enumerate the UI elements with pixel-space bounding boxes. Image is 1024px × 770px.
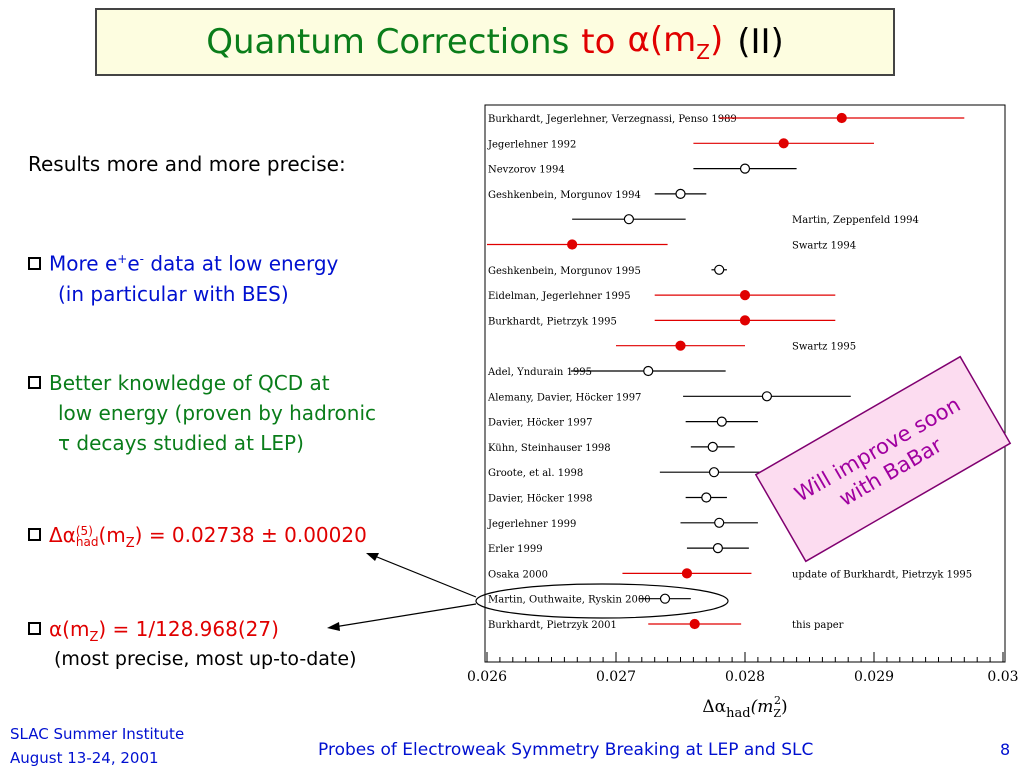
data-row: Davier, Höcker 1998 <box>488 492 727 505</box>
row-right-label: this paper <box>792 620 844 631</box>
title-part1: Quantum Corrections <box>206 22 570 62</box>
data-point <box>675 188 686 199</box>
footer-left: SLAC Summer Institute August 13-24, 2001 <box>10 725 185 767</box>
data-point <box>712 542 724 554</box>
row-label: Davier, Höcker 1997 <box>488 418 593 429</box>
row-right-label: Martin, Zeppenfeld 1994 <box>792 215 919 226</box>
page-number: 8 <box>1000 740 1011 759</box>
bullet-alpha-result: α(mZ) = 1/128.968(27) <box>28 614 279 653</box>
data-row: Burkhardt, Pietrzyk 1995 <box>488 315 836 327</box>
data-point <box>716 416 727 427</box>
data-point <box>701 492 712 503</box>
data-row: Martin, Zeppenfeld 1994 <box>572 214 919 226</box>
row-label: Osaka 2000 <box>488 569 548 580</box>
data-row: Swartz 1995 <box>616 340 856 353</box>
data-row: Eidelman, Jegerlehner 1995 <box>488 290 836 302</box>
bullet-data-low-energy: More e+e- data at low energy (in particu… <box>28 244 338 309</box>
checkbox-bullet-icon <box>28 256 41 270</box>
data-row: Alemany, Davier, Höcker 1997 <box>487 391 851 403</box>
data-point <box>689 618 700 630</box>
annotation-arrows <box>327 553 729 631</box>
x-tick-label: 0.028 <box>725 669 765 685</box>
data-point <box>714 264 725 275</box>
x-axis-ticks <box>486 652 1004 662</box>
x-axis-tick-labels: 0.026 0.027 0.028 0.029 0.03 <box>467 669 1019 685</box>
row-label: Geshkenbein, Morgunov 1994 <box>488 190 641 201</box>
data-row: Burkhardt, Jegerlehner, Verzegnassi, Pen… <box>488 112 965 125</box>
x-tick-label: 0.027 <box>596 669 636 685</box>
row-label: Davier, Höcker 1998 <box>488 494 593 505</box>
row-right-label: update of Burkhardt, Pietrzyk 1995 <box>792 569 972 580</box>
row-label: Eidelman, Jegerlehner 1995 <box>488 291 631 302</box>
x-axis-label: Δαhad(mZ2) <box>702 694 787 721</box>
checkbox-bullet-icon <box>28 528 41 541</box>
data-row: Adel, Yndurain 1995 <box>487 365 726 378</box>
bullet-delta-alpha-result: Δα (5) had (mZ) = 0.02738 ± 0.00020 <box>28 520 367 559</box>
row-label: Jegerlehner 1999 <box>487 519 576 530</box>
note-text: (most precise, most up-to-date) <box>54 648 357 670</box>
row-label: Alemany, Davier, Höcker 1997 <box>487 392 641 403</box>
data-point <box>708 467 720 478</box>
data-row: Jegerlehner 1992 <box>487 138 874 150</box>
lead-text: Results more and more precise: <box>28 152 346 176</box>
data-row: Osaka 2000 update of Burkhardt, Pietrzyk … <box>488 568 972 580</box>
bullet-qcd-knowledge: Better knowledge of QCD at low energy (p… <box>28 368 376 458</box>
title-part3: α(mZ) <box>627 20 724 64</box>
checkbox-bullet-icon <box>28 622 41 635</box>
data-point <box>761 391 773 402</box>
data-row: Swartz 1994 <box>487 239 856 252</box>
data-point <box>778 138 789 149</box>
data-row: Davier, Höcker 1997 <box>488 416 758 429</box>
row-right-label: Swartz 1995 <box>792 342 856 353</box>
data-rows: Burkhardt, Jegerlehner, Verzegnassi, Pen… <box>487 112 972 631</box>
row-right-label: Swartz 1994 <box>792 241 856 252</box>
data-point <box>623 214 635 225</box>
row-label: Geshkenbein, Morgunov 1995 <box>488 266 641 277</box>
row-label: Nevzorov 1994 <box>488 165 565 176</box>
row-label: Adel, Yndurain 1995 <box>487 367 592 378</box>
data-row: Burkhardt, Pietrzyk 2001 this paper <box>488 618 844 631</box>
x-tick-label: 0.026 <box>467 669 507 685</box>
slide-title: Quantum Corrections to α(mZ) (II) <box>95 8 895 76</box>
row-label: Martin, Outhwaite, Ryskin 2000 <box>488 595 651 606</box>
data-point <box>681 568 693 579</box>
data-point <box>707 441 718 452</box>
highlight-ellipse <box>475 583 729 619</box>
data-row: Groote, et al. 1998 <box>488 467 769 479</box>
data-point <box>643 365 654 377</box>
data-point <box>739 315 751 326</box>
data-row: Erler 1999 <box>488 542 749 555</box>
row-label: Groote, et al. 1998 <box>488 468 583 479</box>
data-row: Kühn, Steinhauser 1998 <box>488 441 735 454</box>
row-label: Burkhardt, Pietrzyk 1995 <box>488 316 617 327</box>
row-label: Erler 1999 <box>488 544 543 555</box>
data-row: Martin, Outhwaite, Ryskin 2000 <box>488 593 691 606</box>
data-row: Jegerlehner 1999 <box>487 517 758 530</box>
title-part4: (II) <box>737 22 784 62</box>
data-point <box>714 517 725 528</box>
data-point <box>836 112 847 124</box>
row-label: Kühn, Steinhauser 1998 <box>488 443 611 454</box>
data-point <box>739 290 751 301</box>
data-row: Nevzorov 1994 <box>488 163 797 176</box>
x-tick-label: 0.03 <box>987 669 1018 685</box>
footer-center: Probes of Electroweak Symmetry Breaking … <box>318 740 814 760</box>
row-label: Jegerlehner 1992 <box>487 139 576 150</box>
data-row: Geshkenbein, Morgunov 1994 <box>488 188 707 201</box>
babar-callout: Will improve soon with BaBar <box>754 355 1012 563</box>
data-point <box>675 340 686 351</box>
data-point <box>659 593 671 604</box>
x-tick-label: 0.029 <box>854 669 894 685</box>
data-point <box>567 239 578 250</box>
data-row: Geshkenbein, Morgunov 1995 <box>488 264 727 277</box>
row-label: Burkhardt, Pietrzyk 2001 <box>488 620 617 631</box>
checkbox-bullet-icon <box>28 376 41 389</box>
row-label: Burkhardt, Jegerlehner, Verzegnassi, Pen… <box>488 114 737 125</box>
title-part2: to <box>581 22 616 62</box>
data-point <box>739 163 751 174</box>
